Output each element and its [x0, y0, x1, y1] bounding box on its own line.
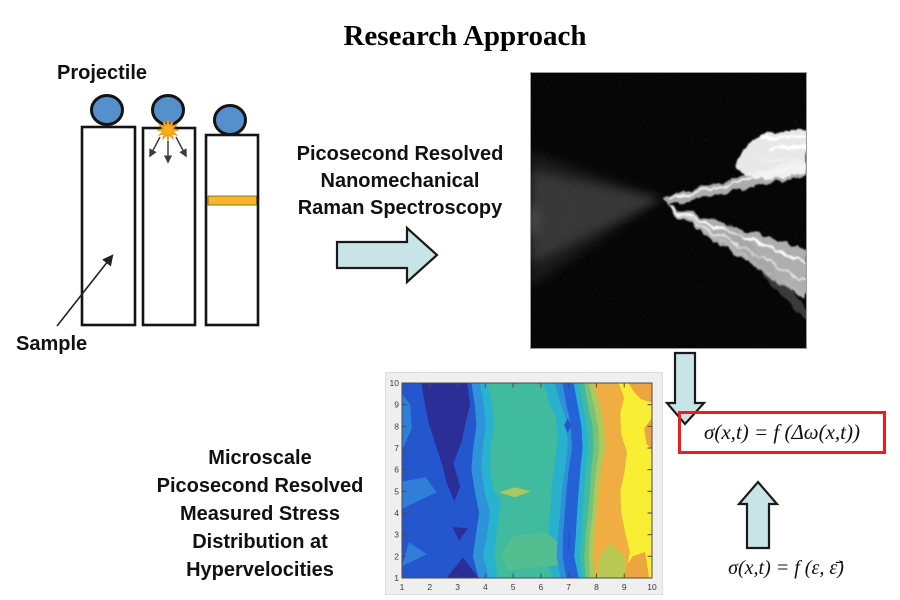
contour-band — [452, 527, 469, 541]
x-tick-label: 1 — [400, 582, 405, 592]
x-tick-label: 5 — [511, 582, 516, 592]
contour-bands — [402, 383, 652, 578]
result-text-line: Microscale — [208, 447, 312, 469]
result-text-line: Hypervelocities — [186, 559, 334, 581]
method-text-line: Raman Spectroscopy — [297, 197, 503, 219]
contour-band — [402, 393, 412, 451]
y-tick-label: 3 — [394, 530, 399, 540]
y-tick-label: 5 — [394, 486, 399, 496]
shock-arrow-left — [149, 136, 161, 158]
result-text-line: Distribution at — [192, 531, 328, 553]
method-text: Picosecond Resolved Nanomechanical Raman… — [278, 141, 522, 222]
plot-border — [401, 382, 653, 579]
contour-band — [446, 557, 479, 578]
method-text-line: Nanomechanical — [320, 170, 480, 192]
stress-raman-equation-box: σ(x,t) = f (Δω(x,t)) — [678, 411, 886, 454]
method-text-line: Picosecond Resolved — [296, 143, 504, 165]
y-tick-label: 7 — [394, 443, 399, 453]
x-tick-label: 9 — [622, 582, 627, 592]
image-border — [530, 72, 807, 349]
contour-band — [628, 383, 652, 403]
contour-band — [618, 383, 652, 578]
x-tick-label: 7 — [566, 582, 571, 592]
y-tick-label: 1 — [394, 573, 399, 583]
sample-label: Sample — [16, 333, 88, 355]
y-tick-label: 10 — [390, 378, 400, 388]
x-tick-label: 2 — [427, 582, 432, 592]
sample-bar-2 — [141, 126, 197, 327]
contour-band — [564, 418, 572, 434]
result-text-line: Picosecond Resolved — [156, 475, 364, 497]
slide-title: Research Approach — [343, 20, 587, 52]
y-tick-label: 2 — [394, 551, 399, 561]
right-flow-arrow — [335, 225, 439, 285]
projectile-1-icon — [90, 94, 124, 126]
contour-band — [597, 543, 627, 578]
stress-contour-figure: 1 2 3 4 5 6 7 8 9 10 1 2 3 4 5 6 7 8 9 10 — [385, 372, 663, 595]
projectile-label: Projectile — [57, 62, 148, 84]
sample-pointer-arrow — [56, 254, 114, 327]
contour-band — [402, 542, 427, 567]
y-tick-label: 6 — [394, 465, 399, 475]
x-tick-label: 6 — [539, 582, 544, 592]
up-flow-arrow — [736, 480, 780, 550]
stress-strain-equation-wrap: σ(x,t) = f (ε, ε̄̇) — [696, 557, 876, 580]
contour-band — [402, 477, 437, 509]
contour-band — [644, 417, 652, 450]
raman-probe-band — [207, 195, 257, 206]
speckle-noise-layer — [530, 72, 807, 349]
y-tick-label: 8 — [394, 421, 399, 431]
contour-band — [500, 532, 565, 571]
shock-arrow-right — [175, 136, 187, 158]
x-tick-label: 10 — [647, 582, 657, 592]
impact-star-icon — [156, 118, 180, 142]
contour-band — [624, 552, 650, 578]
contour-band — [568, 530, 570, 550]
result-text-line: Measured Stress — [179, 503, 341, 525]
speckle-experiment-image — [530, 72, 807, 349]
x-tick-label: 8 — [594, 582, 599, 592]
y-tick-label: 4 — [394, 508, 399, 518]
y-tick-label: 9 — [394, 400, 399, 410]
stress-raman-equation: σ(x,t) = f (Δω(x,t)) — [703, 420, 861, 444]
stress-contour-plot: 1 2 3 4 5 6 7 8 9 10 1 2 3 4 5 6 7 8 9 10 — [390, 378, 657, 592]
projectile-sample-diagram — [56, 94, 260, 327]
sample-bar-3 — [204, 133, 260, 327]
contour-band — [499, 487, 532, 498]
x-tick-label: 3 — [455, 582, 460, 592]
result-text: Microscale Picosecond Resolved Measured … — [136, 444, 384, 584]
projectile-3-icon — [213, 104, 247, 136]
contour-band — [421, 383, 471, 502]
stress-strain-equation: σ(x,t) = f (ε, ε̄̇) — [728, 557, 844, 579]
x-tick-label: 4 — [483, 582, 488, 592]
sample-bar-1 — [80, 125, 137, 327]
